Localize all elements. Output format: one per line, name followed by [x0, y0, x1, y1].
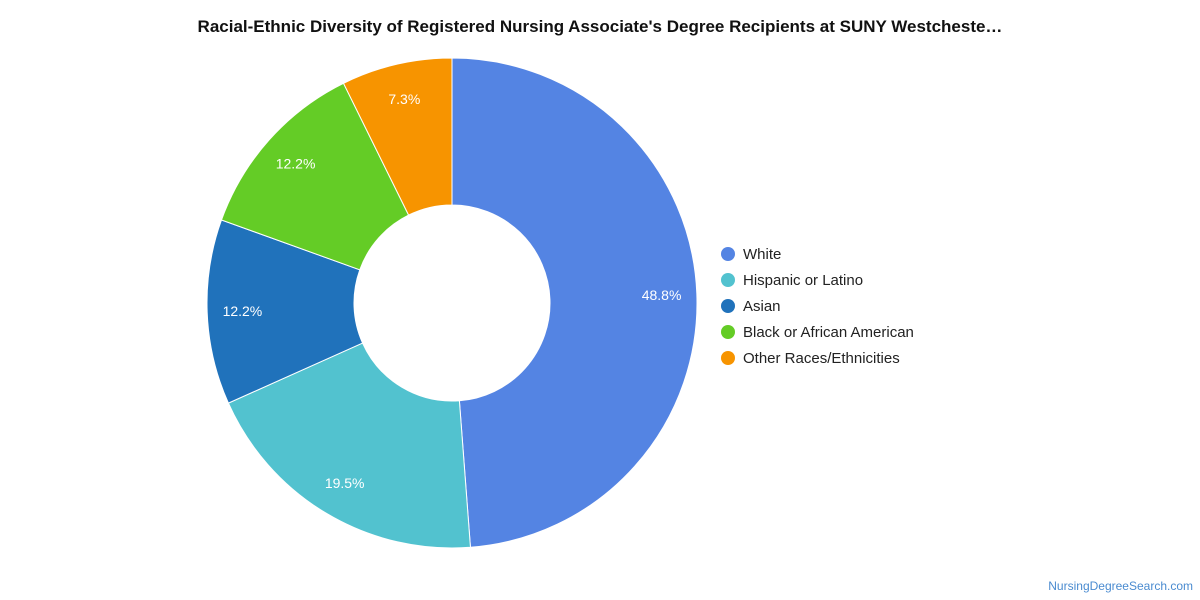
slices-group [206, 57, 698, 549]
slice-black-or-african-american[interactable] [220, 82, 410, 271]
slice-white[interactable] [451, 57, 698, 548]
slice-label-white: 48.8% [642, 287, 682, 303]
legend-label: Black or African American [743, 323, 914, 341]
legend-item-other-races-ethnicities[interactable]: Other Races/Ethnicities [721, 345, 914, 371]
source-credit-link[interactable]: NursingDegreeSearch.com [1048, 579, 1193, 593]
legend-swatch [721, 351, 735, 365]
legend-item-black-or-african-american[interactable]: Black or African American [721, 319, 914, 345]
legend-item-asian[interactable]: Asian [721, 293, 914, 319]
legend-label: White [743, 245, 782, 263]
legend-label: Other Races/Ethnicities [743, 349, 900, 367]
legend-swatch [721, 299, 735, 313]
legend-swatch [721, 273, 735, 287]
slice-label-other-races-ethnicities: 7.3% [388, 91, 420, 107]
slice-label-black-or-african-american: 12.2% [276, 155, 316, 171]
slice-label-asian: 12.2% [223, 303, 263, 319]
legend: White Hispanic or Latino Asian Black or Afr… [721, 241, 914, 371]
legend-item-hispanic-or-latino[interactable]: Hispanic or Latino [721, 267, 914, 293]
slice-other-races-ethnicities[interactable] [342, 57, 453, 216]
slice-labels-group: 48.8% 19.5% 12.2% 12.2% 7.3% [223, 91, 682, 491]
slice-label-hispanic-or-latino: 19.5% [325, 475, 365, 491]
chart-title: Racial-Ethnic Diversity of Registered Nu… [197, 17, 1003, 36]
legend-label: Asian [743, 297, 781, 315]
slice-asian[interactable] [206, 219, 364, 404]
slice-hispanic-or-latino[interactable] [227, 342, 471, 549]
legend-swatch [721, 247, 735, 261]
legend-swatch [721, 325, 735, 339]
legend-item-white[interactable]: White [721, 241, 914, 267]
legend-label: Hispanic or Latino [743, 271, 864, 289]
